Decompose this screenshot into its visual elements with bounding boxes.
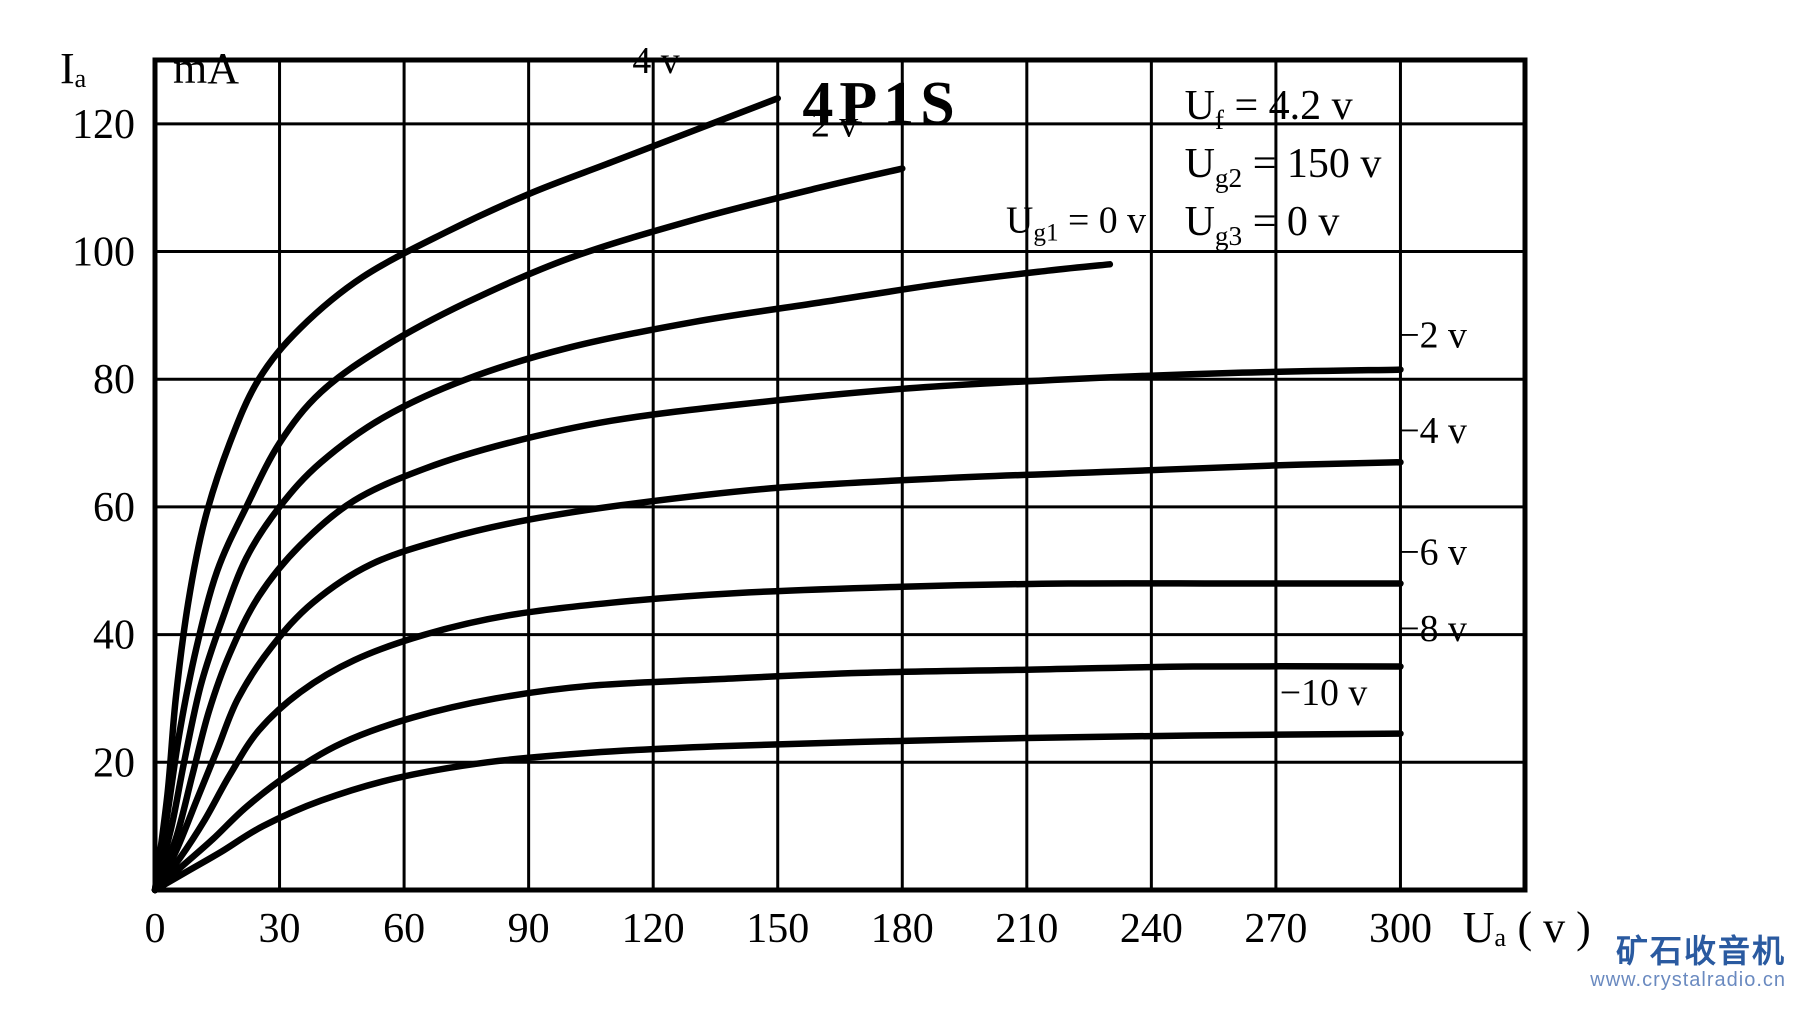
y-tick-label: 20: [93, 740, 135, 786]
curve-label: −8 v: [1398, 608, 1467, 650]
curve-label: −2 v: [1398, 314, 1467, 356]
curve-label: −4 v: [1398, 410, 1467, 452]
x-tick-label: 30: [259, 906, 301, 952]
x-tick-label: 90: [508, 906, 550, 952]
curve-label: Ug1 = 0 v: [1006, 199, 1146, 246]
y-tick-label: 40: [93, 613, 135, 659]
y-tick-label: 120: [72, 102, 135, 148]
x-tick-label: 60: [383, 906, 425, 952]
x-tick-label: 150: [746, 906, 809, 952]
x-axis-label: Uₐ ( v ): [1463, 903, 1591, 952]
x-tick-label: 300: [1369, 906, 1432, 952]
condition-text: Ug3 = 0 v: [1185, 199, 1340, 251]
y-tick-label: 80: [93, 357, 135, 403]
x-tick-label: 210: [995, 906, 1058, 952]
x-tick-label: 180: [871, 906, 934, 952]
curve: [155, 264, 1110, 890]
x-tick-label: 120: [622, 906, 685, 952]
curve-label: 4 v: [632, 40, 679, 82]
condition-text: Uf = 4.2 v: [1185, 83, 1353, 135]
x-tick-label: 240: [1120, 906, 1183, 952]
chart-container: 0 30 60 90 120 150 180 210 240 270 300 20 40 60 80 100 1…: [0, 0, 1806, 1009]
curve-label: 2 v: [811, 104, 858, 146]
condition-text: Ug2 = 150 v: [1185, 141, 1382, 193]
watermark-url: www.crystalradio.cn: [1590, 969, 1786, 991]
y-tick-label: 100: [72, 230, 135, 276]
curve-label: −10 v: [1280, 672, 1368, 714]
x-tick-label: 270: [1244, 906, 1307, 952]
watermark-cn: 矿石收音机: [1590, 934, 1786, 969]
watermark: 矿石收音机 www.crystalradio.cn: [1590, 934, 1786, 991]
y-axis-symbol: Iₐ: [60, 44, 87, 93]
y-axis-unit: mA: [173, 44, 239, 93]
y-tick-label: 60: [93, 485, 135, 531]
x-tick-label: 0: [145, 906, 166, 952]
plate-curves-chart: 0 30 60 90 120 150 180 210 240 270 300 20 40 60 80 100 1…: [0, 0, 1806, 1009]
curve-label: −6 v: [1398, 531, 1467, 573]
